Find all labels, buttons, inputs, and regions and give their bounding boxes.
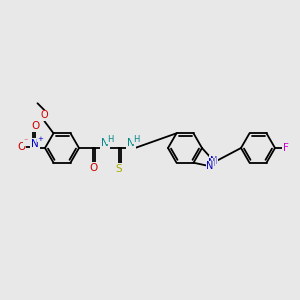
- Text: N: N: [101, 138, 109, 148]
- Text: S: S: [116, 164, 122, 174]
- Text: O: O: [41, 110, 48, 120]
- Text: O: O: [31, 121, 39, 131]
- Text: N: N: [208, 158, 215, 168]
- Text: F: F: [283, 143, 289, 153]
- Text: N: N: [127, 138, 135, 148]
- Text: O: O: [89, 163, 97, 173]
- Text: ⁻: ⁻: [24, 136, 28, 146]
- Text: N: N: [206, 161, 214, 171]
- Text: N: N: [210, 156, 217, 166]
- Text: N: N: [31, 139, 39, 149]
- Text: +: +: [37, 136, 43, 142]
- Text: O: O: [17, 142, 25, 152]
- Text: H: H: [133, 134, 139, 143]
- Text: H: H: [107, 134, 113, 143]
